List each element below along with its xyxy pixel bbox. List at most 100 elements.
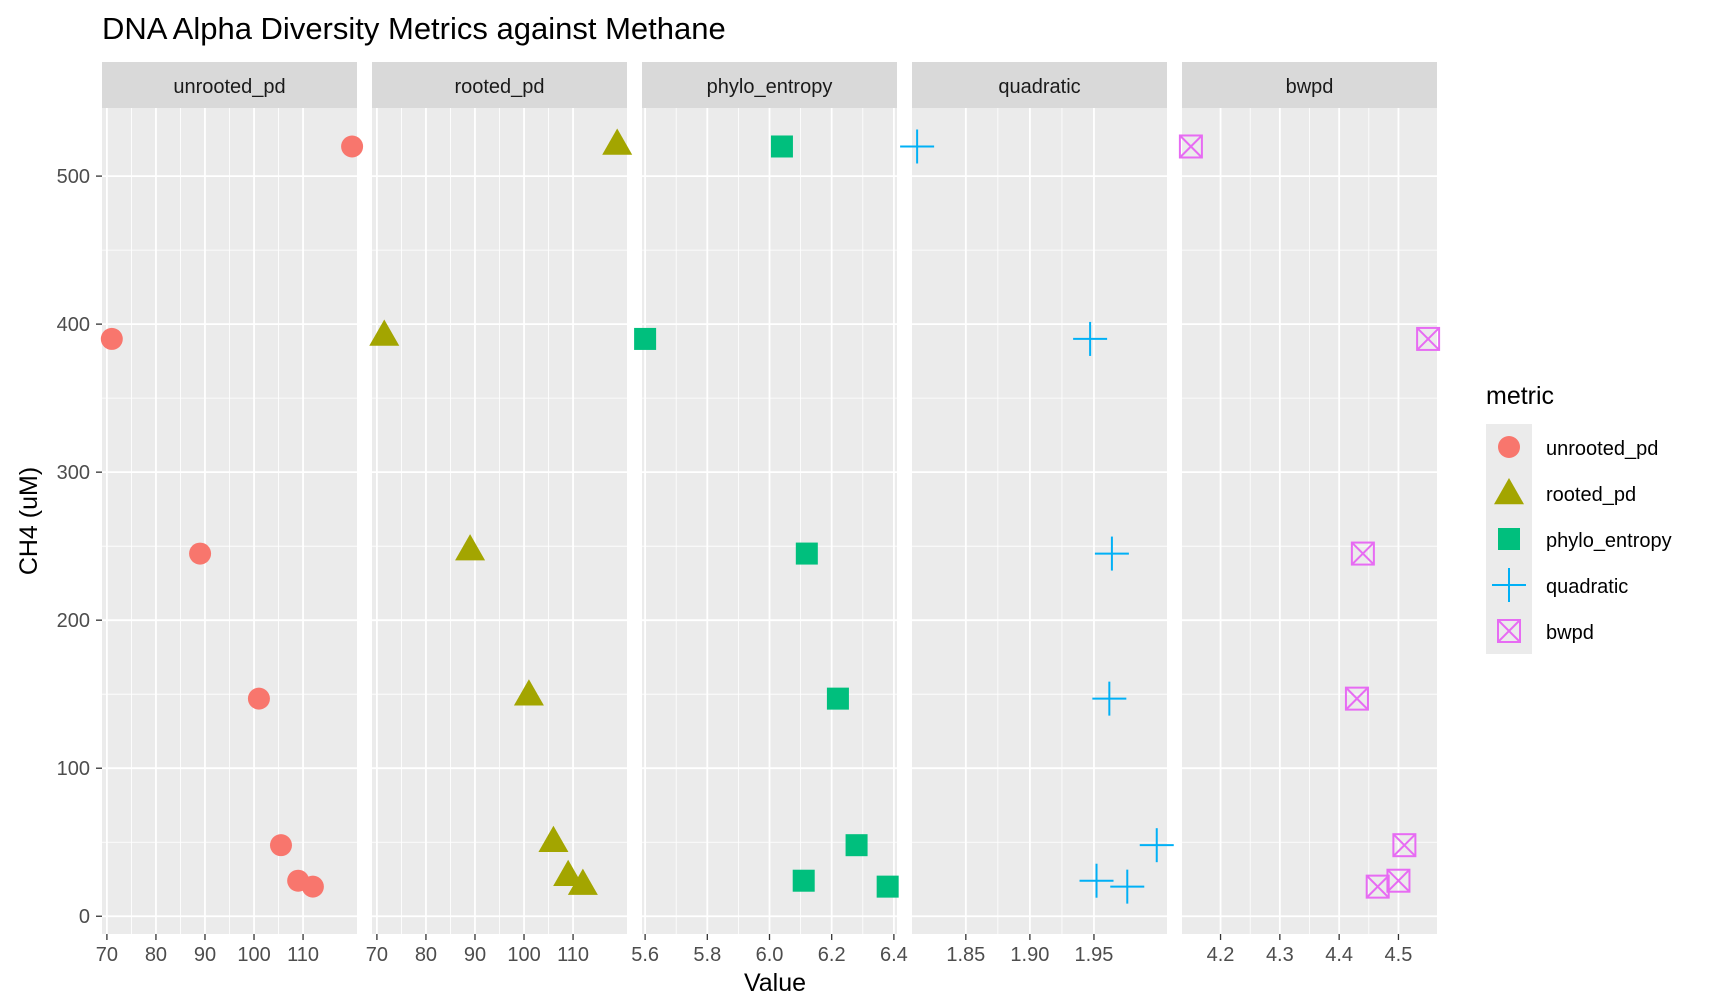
legend-item-phylo_entropy: phylo_entropy [1486, 516, 1672, 562]
data-point [1350, 541, 1375, 566]
facet-strip-label: rooted_pd [454, 76, 544, 98]
x-axis-title: Value [744, 969, 806, 997]
x-tick-label: 70 [96, 944, 118, 966]
y-axis: 0 100 200 300 400 500 [57, 166, 102, 928]
data-point [538, 825, 569, 852]
x-tick-label: 1.90 [1010, 944, 1049, 966]
legend-key-symbol [1497, 619, 1521, 643]
data-point [247, 687, 270, 710]
data-point [100, 327, 123, 350]
data-point [269, 834, 292, 857]
facet-strip [912, 62, 1167, 108]
facet-strip [642, 62, 897, 108]
legend-key-symbol [1492, 568, 1526, 602]
x-tick-label: 6.0 [756, 944, 784, 966]
data-point [1365, 874, 1390, 899]
x-tick-label: 110 [287, 944, 319, 966]
data-point [1416, 326, 1441, 351]
data-point [567, 868, 598, 895]
legend-key-symbol [1494, 478, 1524, 505]
x-tick-label: 4.3 [1266, 944, 1294, 966]
chart-title: DNA Alpha Diversity Metrics against Meth… [102, 11, 726, 46]
data-point [1392, 833, 1417, 858]
facet-strip-label: quadratic [998, 76, 1080, 98]
legend-item-label: quadratic [1546, 576, 1628, 598]
x-tick-label: 100 [237, 944, 270, 966]
legend-item-label: rooted_pd [1546, 484, 1636, 506]
legend-item-rooted_pd: rooted_pd [1486, 470, 1636, 516]
facet-strip [372, 62, 627, 108]
x-tick-label: 4.4 [1325, 944, 1353, 966]
data-point [1092, 681, 1127, 716]
x-tick-label: 1.95 [1074, 944, 1113, 966]
x-tick-label: 90 [194, 944, 216, 966]
x-tick-label: 5.8 [693, 944, 721, 966]
data-point [369, 319, 400, 346]
x-tick-label: 4.5 [1385, 944, 1413, 966]
data-point [1139, 828, 1174, 863]
data-point [900, 129, 935, 164]
facet-strip-label: phylo_entropy [707, 76, 833, 98]
legend: metric unrooted_pd rooted_pd phylo_entropy… [1486, 382, 1672, 654]
legend-item-bwpd: bwpd [1486, 608, 1594, 654]
legend-title: metric [1486, 382, 1554, 410]
legend-key-symbol [1498, 528, 1520, 550]
data-point [792, 869, 815, 892]
y-tick-label: 200 [57, 610, 90, 632]
panel-phylo_entropy: phylo_entropy 5.6 5.8 6.0 6.2 6.4 [631, 62, 908, 966]
data-point [602, 128, 633, 155]
facet-strip [1182, 62, 1437, 108]
data-point [876, 875, 899, 898]
data-point [341, 135, 364, 158]
x-tick-label: 4.2 [1207, 944, 1235, 966]
x-tick-label: 80 [145, 944, 167, 966]
data-point [795, 542, 818, 565]
x-tick-label: 100 [507, 944, 540, 966]
y-tick-label: 0 [79, 906, 90, 928]
x-tick-label: 90 [464, 944, 486, 966]
facet-strip [102, 62, 357, 108]
x-tick-label: 110 [557, 944, 589, 966]
legend-item-label: bwpd [1546, 622, 1594, 644]
legend-item-unrooted_pd: unrooted_pd [1486, 424, 1658, 470]
data-point [1073, 321, 1108, 356]
panel-rooted_pd: rooted_pd 70 80 90 100 110 [366, 62, 633, 966]
x-tick-label: 70 [366, 944, 388, 966]
data-point [513, 679, 544, 706]
data-point [770, 135, 793, 158]
legend-key-symbol [1498, 436, 1520, 458]
y-tick-label: 300 [57, 462, 90, 484]
data-point [1344, 686, 1369, 711]
legend-item-quadratic: quadratic [1486, 562, 1628, 608]
data-point [634, 327, 657, 350]
data-point [189, 542, 212, 565]
x-tick-label: 5.6 [631, 944, 659, 966]
data-point [826, 687, 849, 710]
data-point [1178, 134, 1203, 159]
legend-item-label: unrooted_pd [1546, 438, 1658, 460]
data-point [553, 859, 584, 887]
panel-bwpd: bwpd 4.2 4.3 4.4 4.5 [1178, 62, 1441, 966]
panel-background [912, 108, 1167, 934]
x-tick-label: 6.4 [880, 944, 908, 966]
data-point [455, 534, 486, 561]
panel-quadratic: quadratic 1.85 1.90 1.95 [900, 62, 1174, 966]
legend-item-label: phylo_entropy [1546, 530, 1672, 552]
x-tick-label: 80 [415, 944, 437, 966]
panel-unrooted_pd: unrooted_pd 70 80 90 100 110 [96, 62, 364, 966]
x-tick-label: 1.85 [946, 944, 985, 966]
data-point [1386, 868, 1411, 893]
facet-strip-label: unrooted_pd [173, 76, 285, 98]
facet-strip-label: bwpd [1286, 76, 1334, 98]
data-point [301, 875, 324, 898]
data-point [845, 834, 868, 857]
y-axis-title: CH4 (uM) [15, 467, 43, 575]
data-point [1110, 869, 1145, 904]
data-point [1079, 863, 1114, 898]
y-tick-label: 400 [57, 314, 90, 336]
x-tick-label: 6.2 [818, 944, 846, 966]
facet-panels: unrooted_pd 70 80 90 100 110 rooted_pd 70 80 90 10… [96, 62, 1441, 966]
data-point [1094, 536, 1129, 571]
y-tick-label: 500 [57, 166, 90, 188]
